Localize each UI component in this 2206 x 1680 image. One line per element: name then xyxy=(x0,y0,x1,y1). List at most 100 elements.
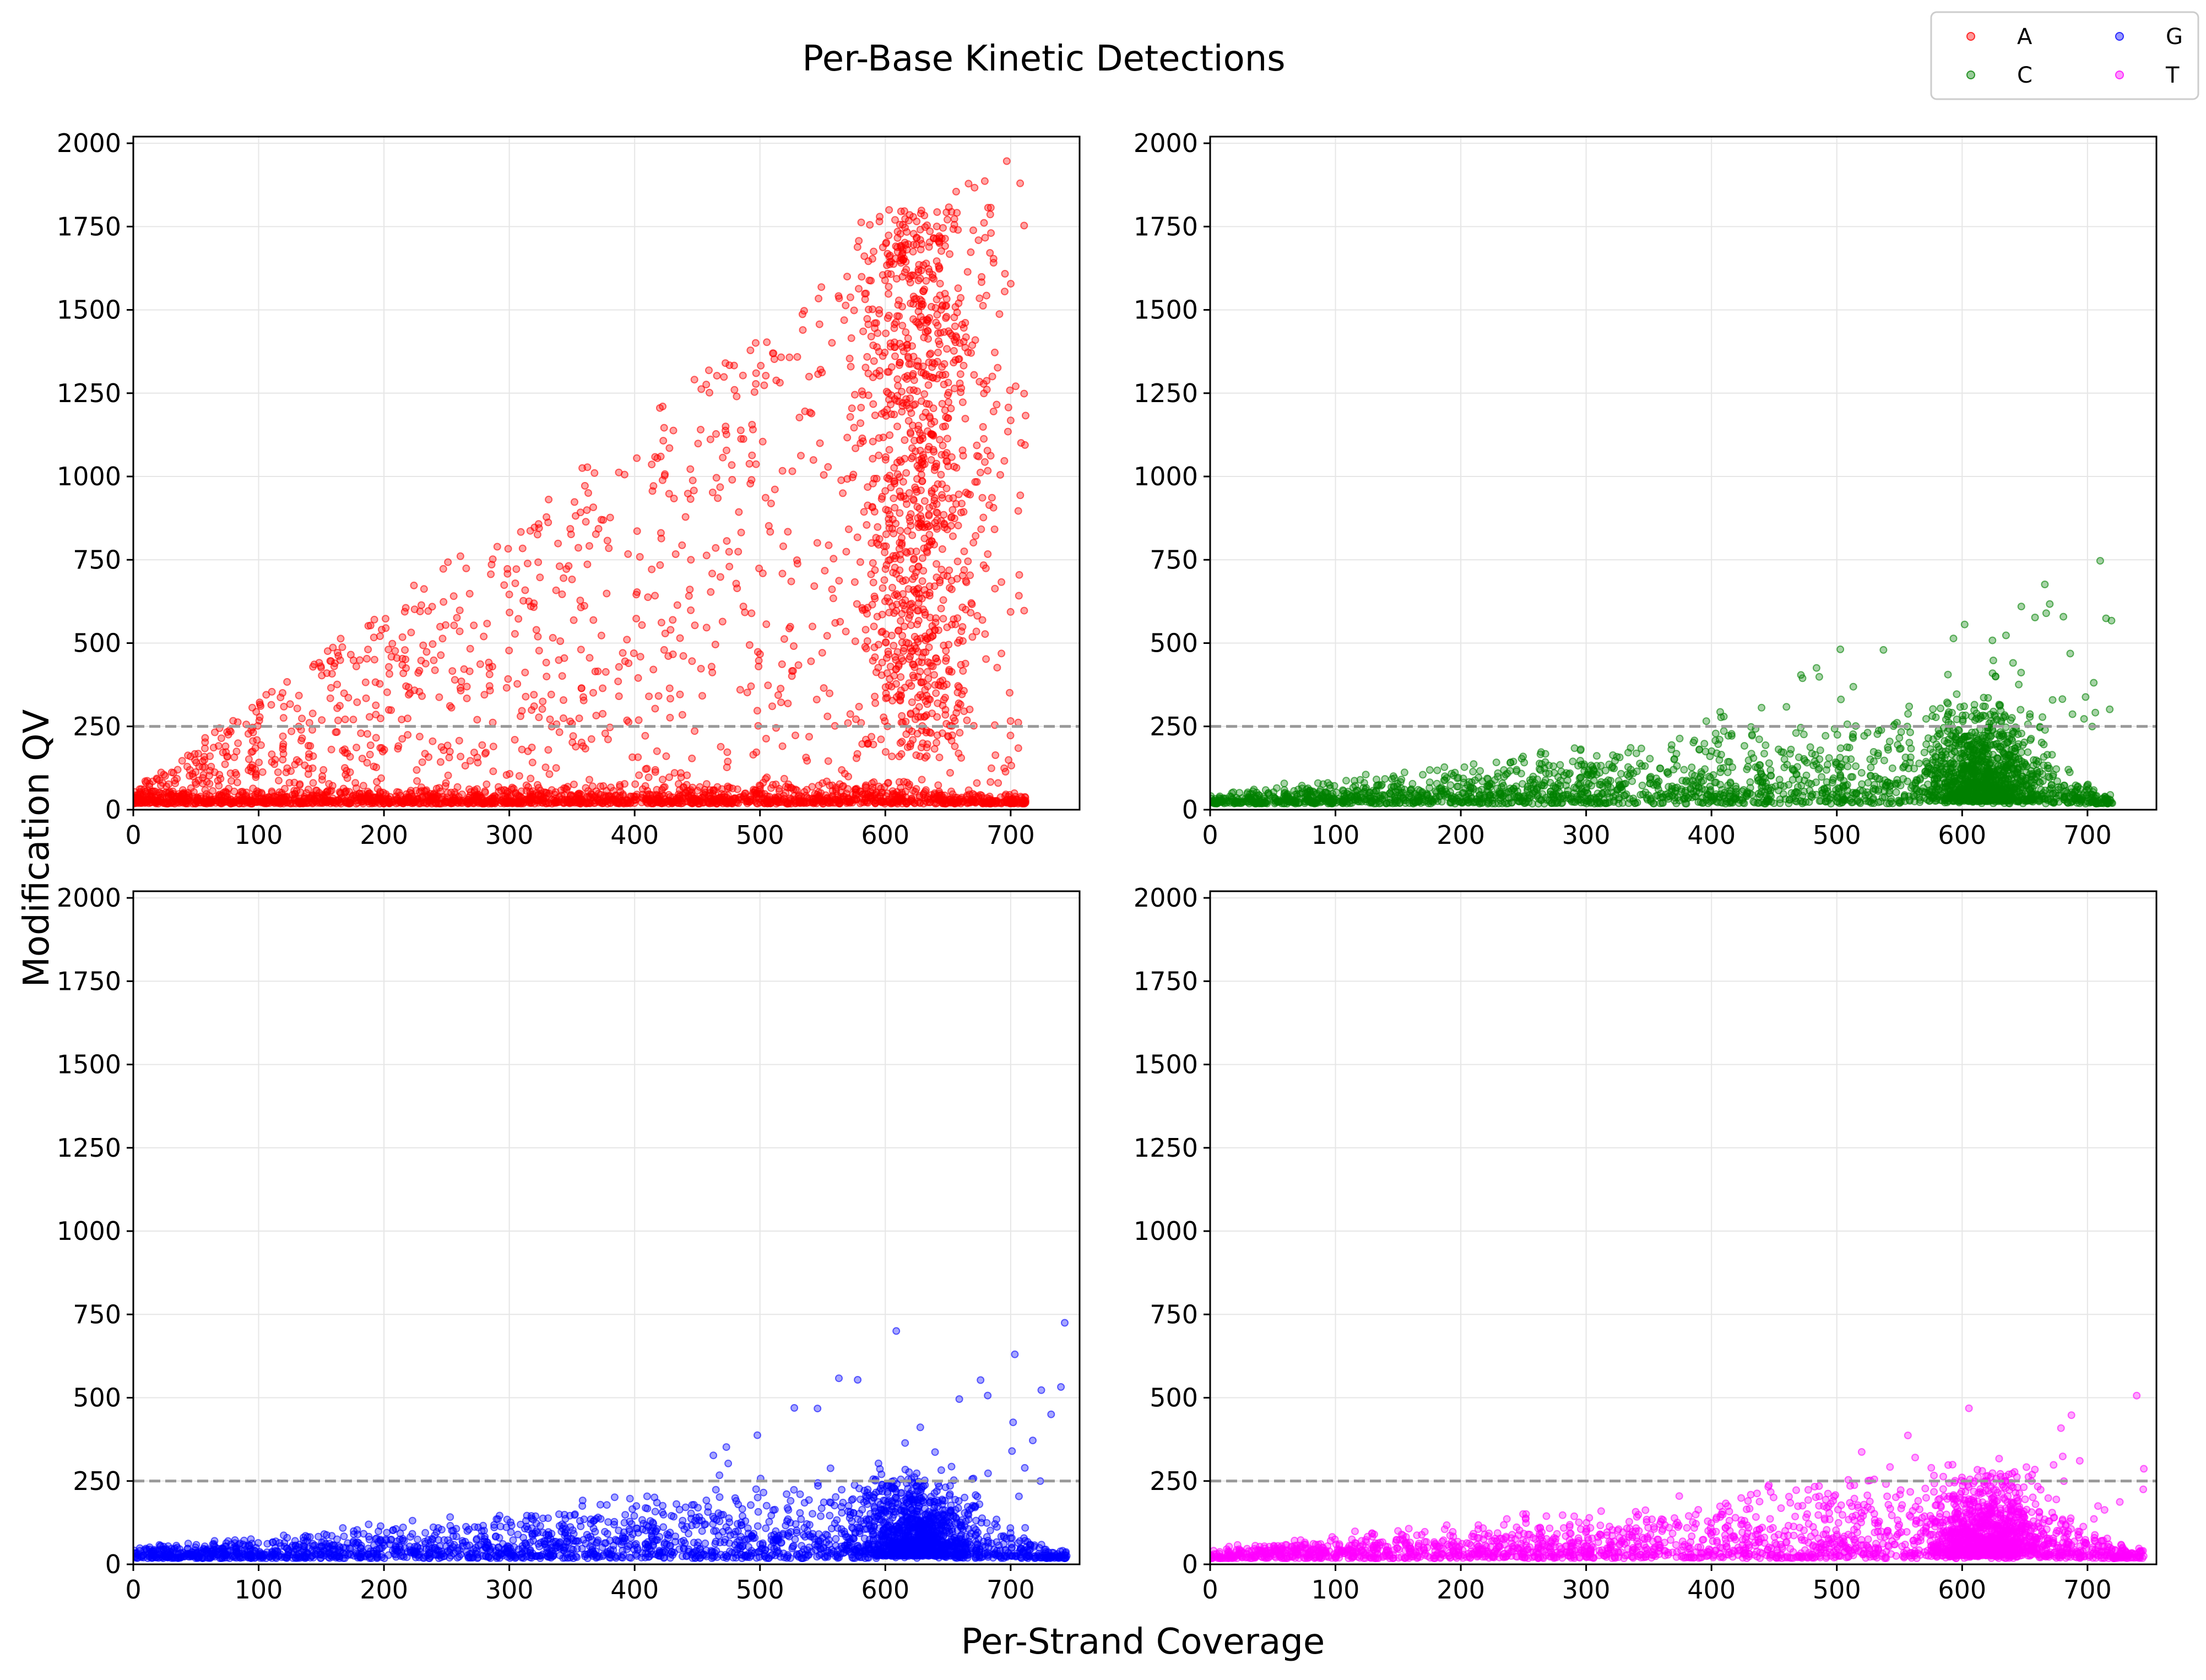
data-point xyxy=(973,478,981,486)
data-point xyxy=(661,630,669,637)
data-point xyxy=(660,424,668,432)
data-point xyxy=(925,238,934,246)
data-point xyxy=(256,700,264,708)
data-point xyxy=(318,772,327,781)
data-point xyxy=(942,314,950,322)
data-point xyxy=(612,795,620,804)
data-point xyxy=(940,519,948,528)
data-point xyxy=(870,357,878,365)
data-point xyxy=(327,745,335,754)
data-point xyxy=(989,408,998,415)
data-point xyxy=(936,678,944,686)
data-point xyxy=(912,751,920,759)
data-point xyxy=(886,431,894,439)
data-point xyxy=(560,696,567,704)
data-point xyxy=(869,400,877,408)
data-point xyxy=(581,482,589,490)
data-point xyxy=(888,631,896,640)
data-point xyxy=(337,635,345,643)
data-point xyxy=(1690,736,1699,745)
data-point xyxy=(489,767,497,776)
data-point xyxy=(869,578,877,587)
data-point xyxy=(964,180,973,188)
data-point xyxy=(961,415,969,423)
data-point xyxy=(973,779,981,787)
data-point xyxy=(933,560,941,568)
data-point xyxy=(592,712,600,720)
data-point xyxy=(315,659,323,667)
data-point xyxy=(634,674,642,682)
data-point xyxy=(896,359,904,367)
data-point xyxy=(930,745,939,753)
panel-c: 0 100 200 300 400 500 600 700025050075010001250… xyxy=(1134,128,2158,850)
data-point xyxy=(418,692,426,700)
data-point xyxy=(558,590,566,598)
data-point xyxy=(983,291,990,300)
data-point xyxy=(887,363,896,371)
data-point xyxy=(864,257,872,265)
data-point xyxy=(980,219,988,227)
data-point xyxy=(574,544,582,552)
data-point xyxy=(2024,748,2032,756)
data-point xyxy=(533,530,541,539)
data-point xyxy=(958,603,967,611)
data-point xyxy=(940,381,948,388)
data-point xyxy=(313,787,321,795)
data-point xyxy=(920,285,929,294)
data-point xyxy=(382,615,389,623)
data-point xyxy=(414,669,422,677)
data-point xyxy=(578,464,587,472)
data-point xyxy=(533,788,541,796)
data-point xyxy=(899,647,908,655)
data-point xyxy=(447,788,455,796)
data-point xyxy=(873,343,881,351)
data-point xyxy=(283,764,291,772)
data-point xyxy=(234,739,242,747)
data-point xyxy=(831,619,839,627)
data-point xyxy=(678,541,686,549)
data-point xyxy=(984,467,992,475)
data-point xyxy=(881,748,890,756)
data-point xyxy=(1849,773,1857,781)
data-point xyxy=(487,570,495,578)
data-point xyxy=(907,648,915,656)
data-point xyxy=(924,523,932,531)
data-point xyxy=(217,734,225,743)
data-point xyxy=(252,708,261,716)
data-point xyxy=(971,336,979,344)
data-point xyxy=(1863,788,1871,796)
data-point xyxy=(778,660,786,668)
data-point xyxy=(910,588,919,596)
data-point xyxy=(413,777,421,785)
data-point xyxy=(485,658,493,666)
data-point xyxy=(235,796,243,805)
data-point xyxy=(1760,750,1768,758)
data-point xyxy=(908,444,916,452)
data-point xyxy=(907,621,915,630)
data-point xyxy=(586,654,594,662)
data-point xyxy=(888,787,897,795)
data-point xyxy=(898,408,906,416)
data-point xyxy=(344,693,353,702)
data-point xyxy=(913,475,921,483)
data-point xyxy=(153,774,161,783)
data-point xyxy=(805,733,813,741)
data-point xyxy=(353,698,361,706)
data-point xyxy=(438,635,447,643)
data-point xyxy=(943,345,951,353)
data-point xyxy=(502,684,511,692)
data-point xyxy=(649,482,658,490)
data-point xyxy=(866,221,874,229)
data-point xyxy=(735,508,743,516)
data-point xyxy=(975,294,984,302)
data-point xyxy=(518,544,527,552)
data-point xyxy=(935,337,942,345)
data-point xyxy=(648,460,656,469)
data-point xyxy=(277,800,284,808)
data-point xyxy=(951,322,959,330)
data-point xyxy=(936,291,944,300)
data-point xyxy=(813,539,821,547)
data-point xyxy=(982,564,990,572)
data-point xyxy=(902,495,910,503)
data-point xyxy=(658,476,666,484)
